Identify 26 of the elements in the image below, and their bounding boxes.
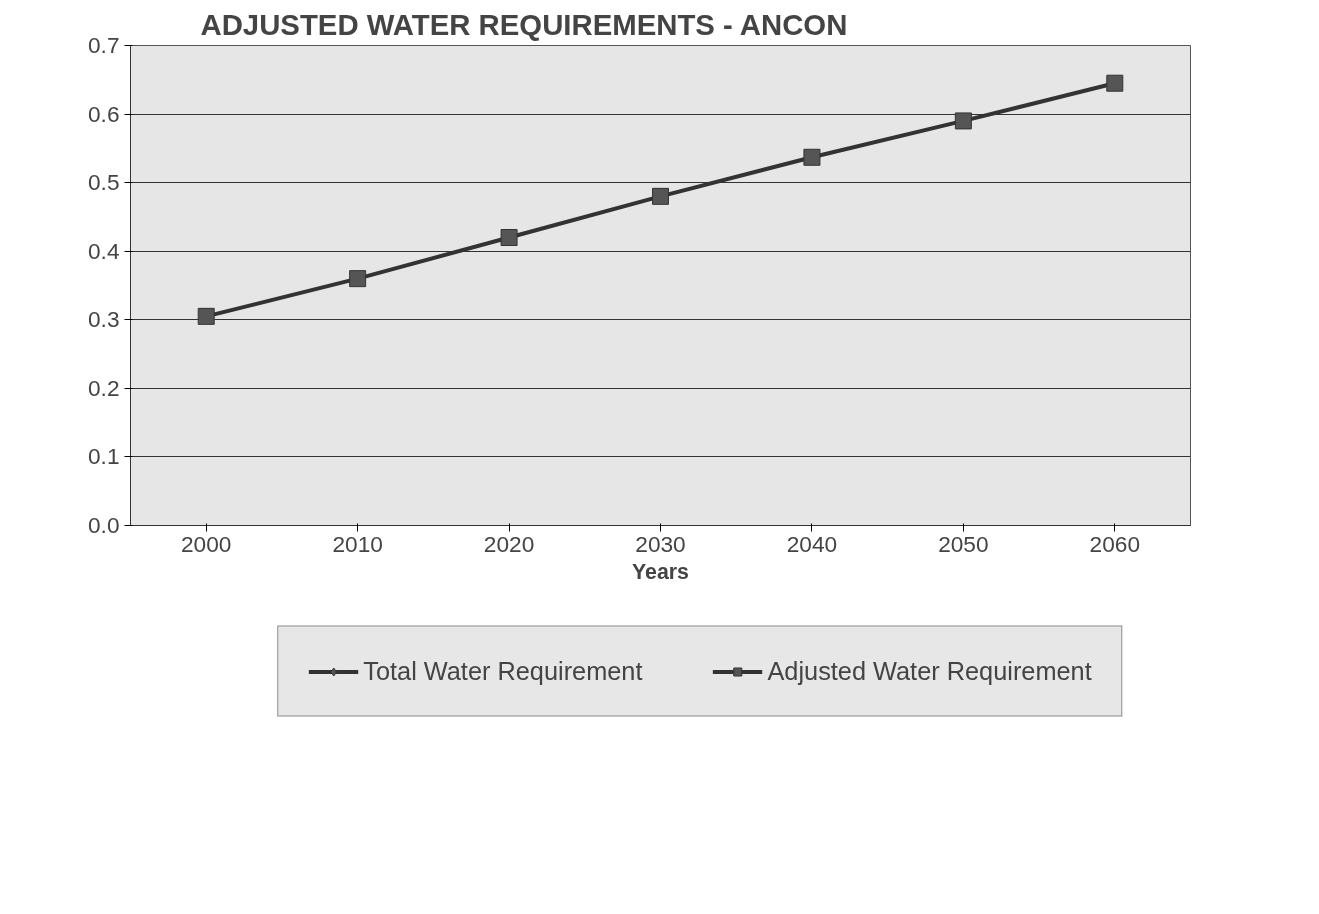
y-tick-label: 0.1 [88,443,120,470]
y-tick-label: 0.7 [88,32,120,58]
point [500,229,518,246]
point [652,187,669,205]
y-tick-label: 0.5 [88,169,120,196]
x-tick-label: 2010 [332,530,383,557]
legend-label: Adjusted Water Requirement [767,656,1092,686]
x-tick-label: 2040 [786,530,838,557]
y-tick-label: 0.0 [88,512,120,538]
x-tick-label: 2020 [483,530,535,557]
y-tick-label: 0.3 [88,306,120,333]
x-tick-label: 2000 [181,530,232,557]
point [197,307,215,325]
x-tick-label: 2050 [938,530,989,557]
y-tick-label: 0.6 [88,100,120,127]
legend-label: Total Water Requirement [363,656,643,686]
y-tick-label: 0.2 [88,374,120,401]
point [1106,74,1124,92]
point [954,112,972,130]
x-axis-title: Years [632,559,689,584]
point [803,148,821,166]
point [349,270,367,288]
x-tick-label: 2060 [1089,530,1140,557]
chart-title: ADJUSTED WATER REQUIREMENTS - ANCON [200,7,848,41]
x-tick-label: 2030 [635,530,686,557]
y-tick-label: 0.4 [88,237,120,264]
